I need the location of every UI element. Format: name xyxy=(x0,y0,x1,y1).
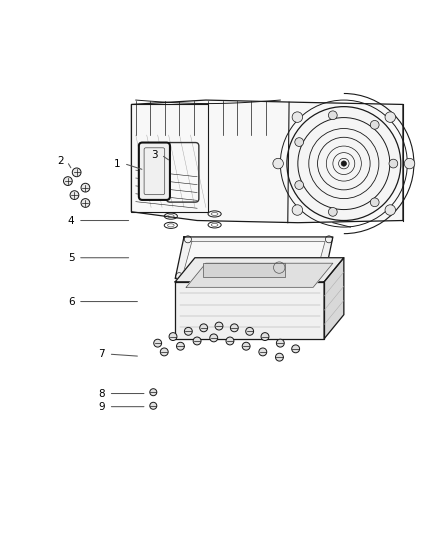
Polygon shape xyxy=(183,241,325,274)
Circle shape xyxy=(287,107,401,221)
Polygon shape xyxy=(131,100,403,223)
Circle shape xyxy=(154,339,162,347)
Circle shape xyxy=(242,342,250,350)
Circle shape xyxy=(81,199,90,207)
Polygon shape xyxy=(175,258,344,282)
Circle shape xyxy=(385,112,396,123)
FancyBboxPatch shape xyxy=(203,263,285,278)
Circle shape xyxy=(230,324,238,332)
Circle shape xyxy=(328,111,337,119)
Text: 8: 8 xyxy=(99,389,105,399)
Circle shape xyxy=(292,345,300,353)
Text: 2: 2 xyxy=(57,156,64,166)
Circle shape xyxy=(193,337,201,345)
Text: 5: 5 xyxy=(68,253,74,263)
Circle shape xyxy=(169,333,177,341)
Polygon shape xyxy=(324,258,344,339)
Circle shape xyxy=(64,177,72,185)
Circle shape xyxy=(295,181,304,189)
Circle shape xyxy=(226,337,234,345)
Text: 6: 6 xyxy=(68,296,74,306)
Polygon shape xyxy=(186,263,333,287)
Text: 1: 1 xyxy=(114,159,120,168)
Circle shape xyxy=(215,322,223,330)
Text: 7: 7 xyxy=(99,349,105,359)
Circle shape xyxy=(177,342,184,350)
Circle shape xyxy=(385,205,396,215)
Circle shape xyxy=(246,327,254,335)
Circle shape xyxy=(295,138,304,147)
Circle shape xyxy=(404,158,415,169)
Circle shape xyxy=(276,353,283,361)
Circle shape xyxy=(389,159,398,168)
Circle shape xyxy=(200,324,208,332)
Circle shape xyxy=(184,327,192,335)
Text: 3: 3 xyxy=(151,150,158,160)
Circle shape xyxy=(259,348,267,356)
Circle shape xyxy=(371,198,379,207)
Circle shape xyxy=(160,348,168,356)
Circle shape xyxy=(292,112,303,123)
Circle shape xyxy=(81,183,90,192)
Polygon shape xyxy=(175,282,324,339)
Polygon shape xyxy=(175,237,333,279)
Circle shape xyxy=(70,191,79,199)
Circle shape xyxy=(261,333,269,341)
Text: 9: 9 xyxy=(99,402,105,411)
Text: 4: 4 xyxy=(68,215,74,225)
Circle shape xyxy=(273,158,283,169)
Circle shape xyxy=(210,334,218,342)
Circle shape xyxy=(292,205,303,215)
Circle shape xyxy=(341,161,346,166)
Circle shape xyxy=(328,207,337,216)
Circle shape xyxy=(72,168,81,177)
Circle shape xyxy=(371,120,379,129)
FancyBboxPatch shape xyxy=(139,142,170,200)
Circle shape xyxy=(276,339,284,347)
Circle shape xyxy=(150,389,157,395)
Circle shape xyxy=(150,402,157,409)
